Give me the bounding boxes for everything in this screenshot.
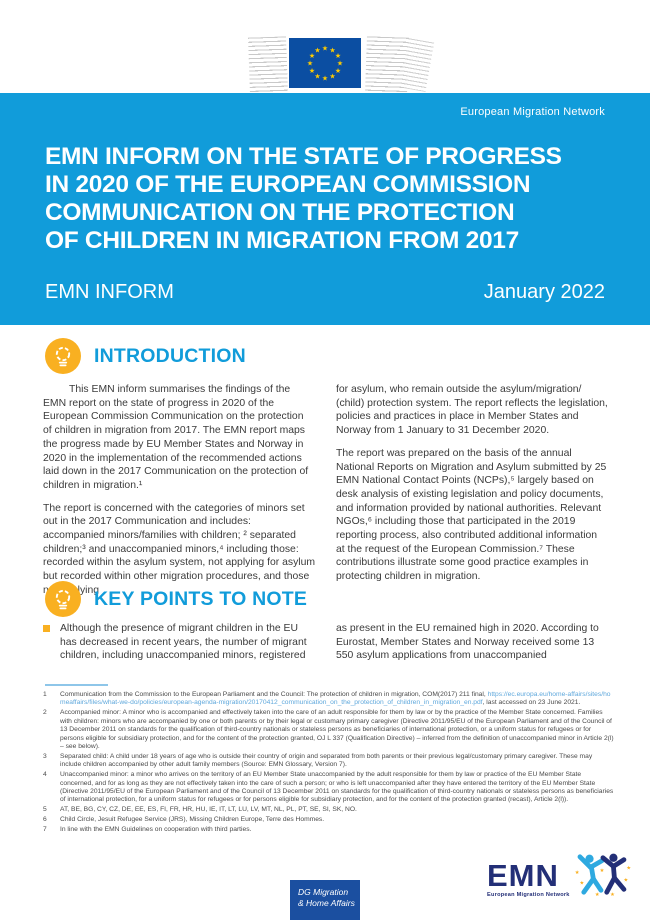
title-line-3: COMMUNICATION ON THE PROTECTION xyxy=(45,199,515,226)
lightbulb-icon xyxy=(45,338,81,374)
svg-text:★: ★ xyxy=(329,47,335,55)
footnote-row: 2 Accompanied minor: A minor who is acco… xyxy=(43,709,615,751)
svg-text:★: ★ xyxy=(314,47,320,55)
footnote-text: Unaccompanied minor: a minor who arrives… xyxy=(60,771,614,804)
svg-text:★: ★ xyxy=(309,67,315,75)
svg-text:★: ★ xyxy=(574,870,579,876)
svg-text:★: ★ xyxy=(314,73,320,81)
footnote-text: Child Circle, Jesuit Refugee Service (JR… xyxy=(60,816,325,824)
dg-badge-line2: & Home Affairs xyxy=(298,898,355,908)
footnote-number: 5 xyxy=(43,806,47,814)
key-points-left-column: Although the presence of migrant childre… xyxy=(43,622,315,663)
svg-text:★: ★ xyxy=(335,52,341,60)
footnote-text: AT, BE, BG, CY, CZ, DE, EE, ES, FI, FR, … xyxy=(60,806,357,814)
emn-figures-icon: ★★★ ★★★ ★ xyxy=(574,853,631,897)
footnote-text: Communication from the Commission to the… xyxy=(60,691,615,708)
emn-logo-text: EMN xyxy=(487,858,559,893)
svg-text:★: ★ xyxy=(579,881,584,887)
header-banner: European Migration Network EMN INFORM ON… xyxy=(0,93,650,325)
key-point-item: Although the presence of migrant childre… xyxy=(43,622,315,663)
footnote-row: 1 Communication from the Commission to t… xyxy=(43,691,615,708)
svg-text:★: ★ xyxy=(335,67,341,75)
doc-type-label: EMN INFORM xyxy=(45,281,174,303)
key-point-continuation: as present in the EU remained high in 20… xyxy=(336,623,599,662)
footnote-number: 4 xyxy=(43,771,47,779)
emn-wordmark: EMN European Migration Network xyxy=(487,858,570,898)
document-title: EMN INFORM ON THE STATE OF PROGRESS IN 2… xyxy=(45,143,562,255)
svg-text:★: ★ xyxy=(329,73,335,81)
footnote-row: 7 In line with the EMN Guidelines on coo… xyxy=(43,826,615,834)
emn-logo-subtext: European Migration Network xyxy=(487,892,570,898)
emn-logo: EMN European Migration Network ★ ★ ★ xyxy=(487,853,632,898)
footnote-1-prefix: Communication from the Commission to the… xyxy=(60,691,488,698)
intro-paragraph-1: This EMN inform summarises the findings … xyxy=(43,384,309,491)
footnote-1-link[interactable]: https://ec.europa.eu/home-affairs/sites/… xyxy=(60,691,611,707)
ec-architecture-lines-left-icon xyxy=(248,36,288,94)
introduction-body: This EMN inform summarises the findings … xyxy=(43,383,609,607)
introduction-heading-row: INTRODUCTION xyxy=(45,338,246,374)
title-line-2: IN 2020 OF THE EUROPEAN COMMISSION xyxy=(45,171,531,198)
eu-flag-icon: ★ ★★ ★★★ ★★★ ★★★ xyxy=(289,38,361,88)
intro-paragraph-3: for asylum, who remain outside the asylu… xyxy=(336,384,608,437)
svg-text:★: ★ xyxy=(309,52,315,60)
title-line-4: OF CHILDREN IN MIGRATION FROM 2017 xyxy=(45,227,519,254)
intro-right-column: for asylum, who remain outside the asylu… xyxy=(336,383,608,607)
svg-text:★: ★ xyxy=(594,892,599,897)
doc-date: January 2022 xyxy=(483,281,605,303)
footnote-text: Accompanied minor: A minor who is accomp… xyxy=(60,709,614,750)
footnote-row: 5 AT, BE, BG, CY, CZ, DE, EE, ES, FI, FR… xyxy=(43,806,615,814)
intro-paragraph-4: The report was prepared on the basis of … xyxy=(336,447,607,583)
footnote-number: 1 xyxy=(43,691,47,698)
key-point-text: Although the presence of migrant childre… xyxy=(60,623,307,662)
intro-left-column: This EMN inform summarises the findings … xyxy=(43,383,315,607)
footnote-number: 3 xyxy=(43,752,47,760)
dg-badge-line1: DG Migration xyxy=(298,887,349,897)
footnote-row: 4 Unaccompanied minor: a minor who arriv… xyxy=(43,771,615,805)
svg-text:★: ★ xyxy=(599,868,604,874)
footnote-number: 7 xyxy=(43,826,47,834)
key-points-heading-row: KEY POINTS TO NOTE xyxy=(45,581,307,617)
footnote-number: 2 xyxy=(43,709,47,717)
key-points-right-column: as present in the EU remained high in 20… xyxy=(336,622,608,663)
svg-text:★: ★ xyxy=(337,60,343,68)
key-points-title: KEY POINTS TO NOTE xyxy=(94,587,308,610)
footnote-divider xyxy=(45,684,108,686)
svg-text:★: ★ xyxy=(610,892,615,897)
introduction-title: INTRODUCTION xyxy=(94,344,246,367)
svg-text:★: ★ xyxy=(307,60,313,68)
footnote-row: 6 Child Circle, Jesuit Refugee Service (… xyxy=(43,816,615,824)
lightbulb-icon xyxy=(45,581,81,617)
bullet-square-icon xyxy=(43,625,50,632)
dg-home-affairs-badge: DG Migration & Home Affairs xyxy=(290,880,360,920)
network-label: European Migration Network xyxy=(460,106,605,118)
footnote-1-suffix: , last accessed on 23 June 2021. xyxy=(482,699,581,707)
header-meta-row: EMN INFORM January 2022 xyxy=(45,281,605,304)
svg-text:★: ★ xyxy=(322,75,328,83)
title-line-1: EMN INFORM ON THE STATE OF PROGRESS xyxy=(45,143,562,170)
svg-text:★: ★ xyxy=(623,878,628,884)
footnotes-section: 1 Communication from the Commission to t… xyxy=(43,691,615,836)
key-points-body: Although the presence of migrant childre… xyxy=(43,622,609,663)
svg-text:★: ★ xyxy=(626,865,631,871)
svg-text:★: ★ xyxy=(322,45,328,53)
footnote-number: 6 xyxy=(43,816,47,824)
footnote-row: 3 Separated child: A child under 18 year… xyxy=(43,753,615,770)
footnote-text: In line with the EMN Guidelines on coope… xyxy=(60,826,252,834)
footnote-text: Separated child: A child under 18 years … xyxy=(60,752,593,769)
